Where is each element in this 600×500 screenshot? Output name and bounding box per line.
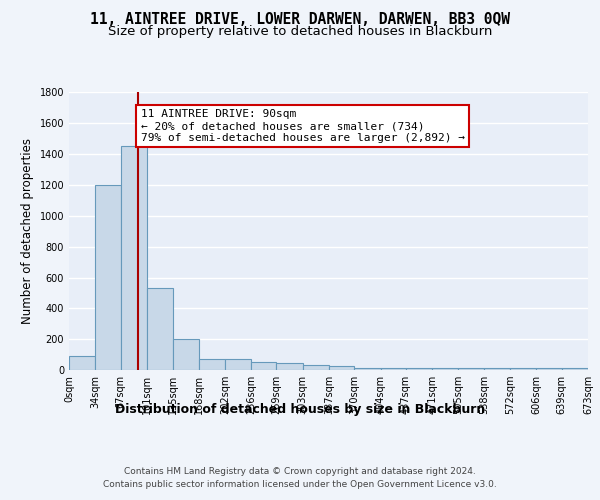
Bar xyxy=(69,356,95,370)
Text: Contains HM Land Registry data © Crown copyright and database right 2024.: Contains HM Land Registry data © Crown c… xyxy=(124,468,476,476)
Bar xyxy=(562,368,588,370)
Text: 11 AINTREE DRIVE: 90sqm
← 20% of detached houses are smaller (734)
79% of semi-d: 11 AINTREE DRIVE: 90sqm ← 20% of detache… xyxy=(141,110,465,142)
Bar xyxy=(277,363,302,370)
Bar xyxy=(510,368,536,370)
Text: 11, AINTREE DRIVE, LOWER DARWEN, DARWEN, BB3 0QW: 11, AINTREE DRIVE, LOWER DARWEN, DARWEN,… xyxy=(90,12,510,28)
Bar xyxy=(380,368,406,370)
Bar xyxy=(225,359,251,370)
Bar xyxy=(121,146,147,370)
Bar xyxy=(329,366,355,370)
Bar xyxy=(432,368,458,370)
Text: Distribution of detached houses by size in Blackburn: Distribution of detached houses by size … xyxy=(115,402,485,415)
Bar xyxy=(536,368,562,370)
Text: Size of property relative to detached houses in Blackburn: Size of property relative to detached ho… xyxy=(108,25,492,38)
Bar xyxy=(302,364,329,370)
Bar xyxy=(406,368,432,370)
Bar xyxy=(95,185,121,370)
Bar xyxy=(484,368,510,370)
Bar xyxy=(251,362,277,370)
Y-axis label: Number of detached properties: Number of detached properties xyxy=(21,138,34,324)
Bar xyxy=(199,359,225,370)
Text: Contains public sector information licensed under the Open Government Licence v3: Contains public sector information licen… xyxy=(103,480,497,489)
Bar xyxy=(147,288,173,370)
Bar xyxy=(173,339,199,370)
Bar xyxy=(355,368,380,370)
Bar xyxy=(458,368,484,370)
